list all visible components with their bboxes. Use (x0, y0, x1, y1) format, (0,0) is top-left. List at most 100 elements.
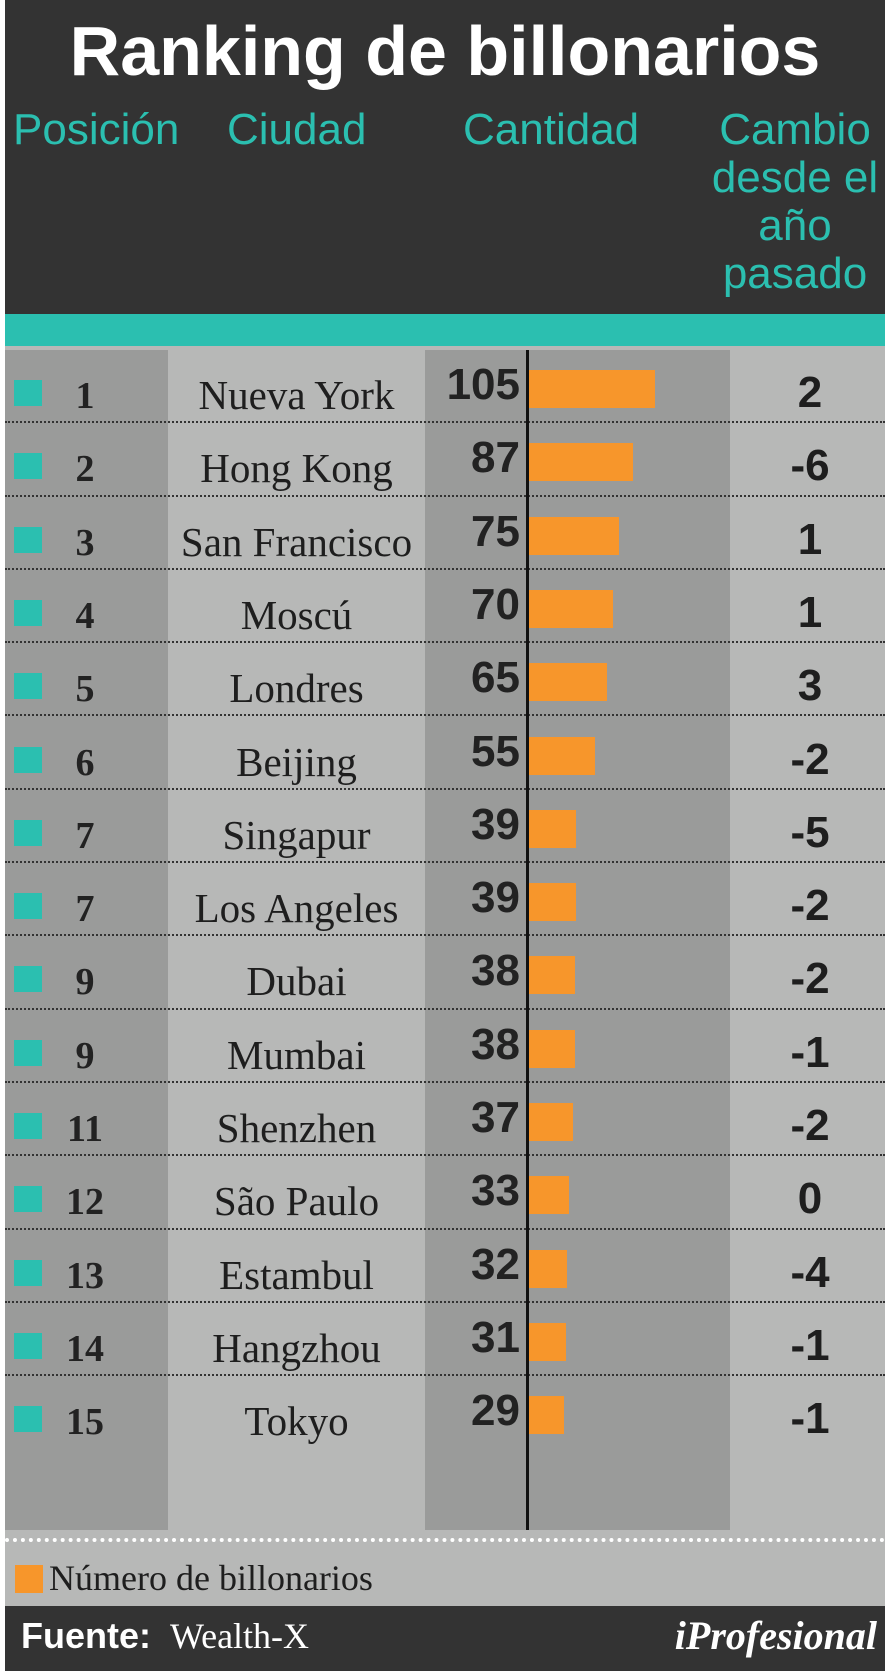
billionaire-count: 38 (471, 946, 520, 996)
count-bar (529, 736, 595, 775)
rank-change: 3 (797, 661, 823, 711)
rank-change: -6 (790, 441, 830, 491)
table-row: 9 Mumbai 38 -1 (5, 1010, 885, 1083)
city-name: Moscú (240, 591, 353, 638)
row-marker (14, 599, 42, 626)
table-row: 12 São Paulo 33 0 (5, 1156, 885, 1230)
row-marker (14, 966, 42, 993)
column-header-quantity: Cantidad (463, 105, 640, 154)
rank-position: 9 (75, 961, 95, 1004)
table-row: 1 Nueva York 105 2 (5, 350, 885, 424)
rank-position: 1 (75, 375, 95, 417)
city-name: Londres (229, 665, 364, 712)
rank-position: 2 (75, 448, 95, 491)
column-header-position: Posición (13, 105, 180, 154)
city-name: Estambul (219, 1251, 374, 1298)
row-marker (14, 526, 42, 553)
city-name: Nueva York (198, 372, 395, 418)
footer: Fuente: Wealth-X iProfesional (5, 1606, 885, 1671)
count-bar (529, 1322, 566, 1361)
city-name: Hangzhou (212, 1324, 381, 1371)
billionaire-count: 105 (446, 360, 520, 409)
billionaire-count: 38 (471, 1019, 520, 1069)
row-marker (14, 746, 42, 773)
billionaire-count: 70 (471, 579, 520, 629)
row-marker (14, 673, 42, 700)
rank-change: -2 (790, 881, 830, 931)
legend-label: Número de billonarios (49, 1558, 373, 1598)
city-name: Tokyo (244, 1398, 349, 1445)
billionaire-count: 87 (471, 433, 520, 483)
rank-change: -1 (790, 1320, 830, 1370)
row-marker (14, 1039, 42, 1066)
rank-change: -1 (790, 1394, 830, 1444)
row-marker (14, 893, 42, 920)
row-divider (5, 1374, 885, 1377)
count-bar (529, 589, 613, 628)
source-label: Fuente: (21, 1615, 151, 1656)
billionaire-count: 55 (471, 726, 520, 776)
rank-position: 14 (66, 1327, 104, 1370)
rank-change: 0 (797, 1174, 823, 1224)
row-divider (5, 1300, 885, 1303)
count-bar (529, 1249, 567, 1288)
row-marker (14, 819, 42, 846)
row-divider (5, 1007, 885, 1010)
rank-position: 13 (66, 1254, 104, 1297)
legend-swatch (15, 1565, 43, 1593)
row-divider (5, 567, 885, 570)
rank-change: -2 (790, 734, 830, 784)
row-marker (14, 1332, 42, 1359)
count-bar (529, 370, 655, 408)
column-header-city: Ciudad (227, 105, 367, 154)
table-row: 2 Hong Kong 87 -6 (5, 423, 885, 497)
count-bar (529, 956, 575, 995)
billionaire-count: 39 (471, 799, 520, 849)
row-divider (5, 1227, 885, 1230)
row-divider (5, 861, 885, 864)
legend-divider (5, 1538, 885, 1542)
row-marker (14, 1113, 42, 1139)
header: Ranking de billonarios Posición Ciudad C… (5, 0, 885, 314)
count-bar (529, 443, 633, 482)
billionaire-count: 33 (471, 1166, 520, 1216)
row-divider (5, 641, 885, 644)
table-row: 13 Estambul 32 -4 (5, 1230, 885, 1303)
rank-position: 9 (75, 1034, 95, 1077)
row-divider (5, 1154, 885, 1157)
rank-change: 1 (797, 514, 823, 564)
rank-position: 3 (75, 521, 95, 564)
row-marker (14, 1186, 42, 1213)
table-row: 11 Shenzhen 37 -2 (5, 1083, 885, 1157)
billionaire-count: 29 (471, 1386, 520, 1436)
table-row: 9 Dubai 38 -2 (5, 936, 885, 1010)
accent-band (5, 314, 885, 346)
rank-change: -2 (790, 954, 830, 1004)
billionaire-count: 31 (471, 1312, 520, 1362)
table-row: 15 Tokyo 29 -1 (5, 1376, 885, 1449)
city-name: Shenzhen (216, 1105, 377, 1151)
city-name: Hong Kong (200, 445, 393, 492)
row-divider (5, 494, 885, 497)
city-name: Los Angeles (194, 885, 399, 932)
rank-position: 11 (67, 1108, 103, 1150)
rank-change: 1 (797, 587, 823, 637)
table-row: 5 Londres 65 3 (5, 643, 885, 717)
billionaire-count: 39 (471, 873, 520, 923)
table-row: 7 Singapur 39 -5 (5, 790, 885, 864)
city-name: San Francisco (180, 518, 413, 565)
rank-position: 6 (75, 741, 95, 784)
column-header-change: Cambio desde el año pasado (711, 105, 879, 298)
row-marker (14, 1259, 42, 1286)
row-divider (5, 934, 885, 937)
city-name: Beijing (236, 738, 357, 785)
chart-title: Ranking de billonarios (69, 12, 821, 90)
table-row: 4 Moscú 70 1 (5, 570, 885, 644)
count-bar (529, 516, 619, 555)
row-marker (14, 453, 42, 480)
city-name: Singapur (222, 811, 371, 858)
bar-axis-line (526, 350, 529, 1530)
table-row: 14 Hangzhou 31 -1 (5, 1303, 885, 1377)
count-bar (529, 1176, 569, 1215)
rank-change: -5 (790, 807, 830, 857)
